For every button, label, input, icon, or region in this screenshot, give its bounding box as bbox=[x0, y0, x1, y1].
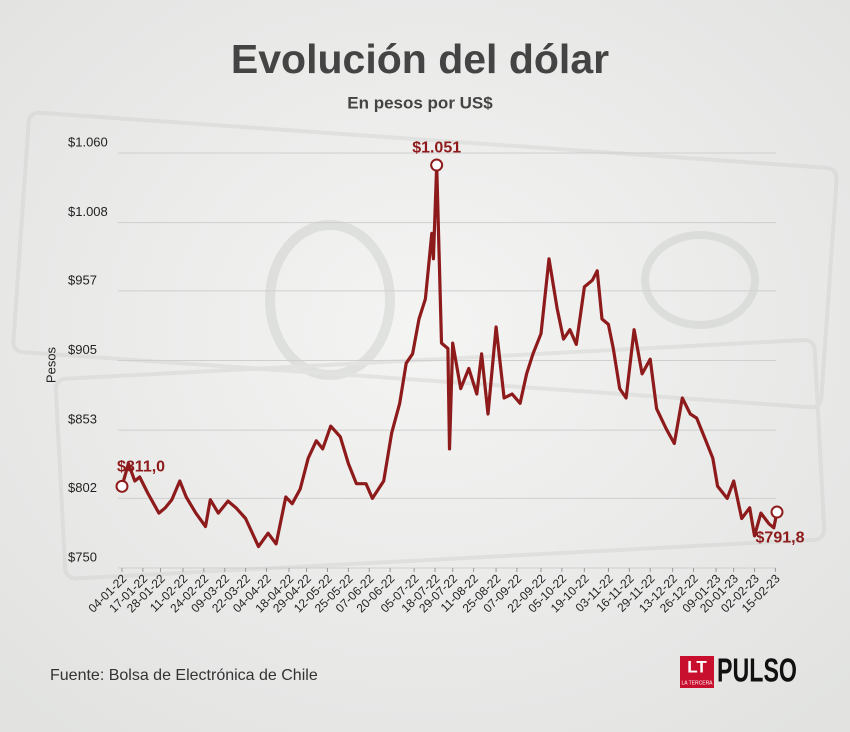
logo: LT LA TERCERA PULSO bbox=[680, 652, 797, 689]
point-marker bbox=[115, 479, 129, 493]
banknote-texture bbox=[11, 110, 839, 581]
source: Fuente: Bolsa de Electrónica de Chile bbox=[50, 667, 318, 684]
y-tick-label: $1.060 bbox=[68, 134, 108, 149]
y-tick-label: $1.008 bbox=[68, 204, 108, 219]
chart-subtitle: En pesos por US$ bbox=[347, 93, 493, 112]
y-tick-label: $750 bbox=[68, 549, 97, 564]
y-tick-label: $905 bbox=[68, 342, 97, 357]
y-tick-label: $957 bbox=[68, 272, 97, 287]
logo-sub: LA TERCERA bbox=[681, 680, 713, 686]
data-label: $1.051 bbox=[412, 139, 461, 156]
y-tick-label: $802 bbox=[68, 480, 97, 495]
chart-title: Evolución del dólar bbox=[231, 36, 609, 82]
logo-name: PULSO bbox=[717, 652, 797, 689]
y-tick-label: $853 bbox=[68, 412, 97, 427]
logo-mark: LT bbox=[687, 657, 707, 676]
line bbox=[120, 163, 779, 549]
y-axis-label: Pesos bbox=[43, 346, 58, 383]
logo-box bbox=[680, 656, 714, 688]
data-label: $811,0 bbox=[117, 459, 165, 476]
point-marker bbox=[430, 158, 444, 172]
point-marker bbox=[770, 505, 784, 519]
data-label: $791,8 bbox=[756, 529, 805, 546]
